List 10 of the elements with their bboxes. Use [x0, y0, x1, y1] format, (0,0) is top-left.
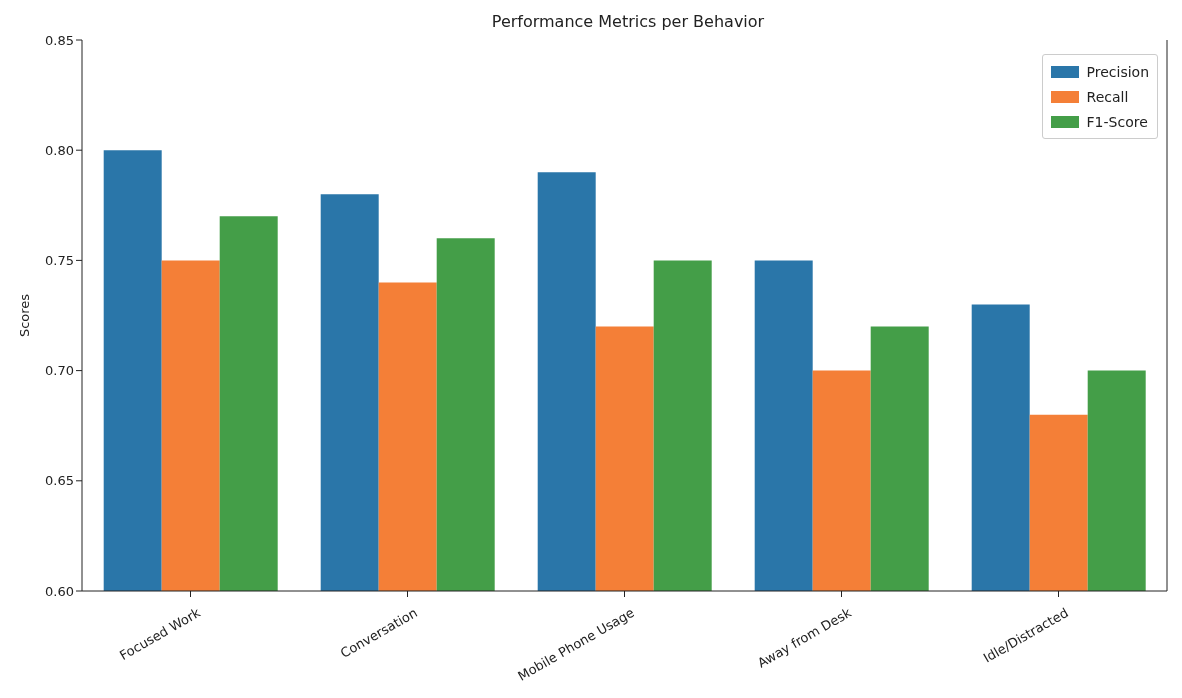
- chart-title: Performance Metrics per Behavior: [491, 12, 765, 31]
- legend-label: Precision: [1086, 63, 1149, 80]
- y-tick-label: 0.65: [45, 473, 74, 489]
- legend-label: F1-Score: [1086, 113, 1148, 130]
- legend-label: Recall: [1086, 88, 1129, 105]
- y-tick-label: 0.70: [45, 363, 74, 379]
- y-tick-label: 0.60: [45, 583, 74, 599]
- y-tick-label: 0.80: [45, 142, 74, 158]
- y-tick-label: 0.75: [45, 253, 74, 269]
- y-axis-title: Scores: [16, 293, 32, 338]
